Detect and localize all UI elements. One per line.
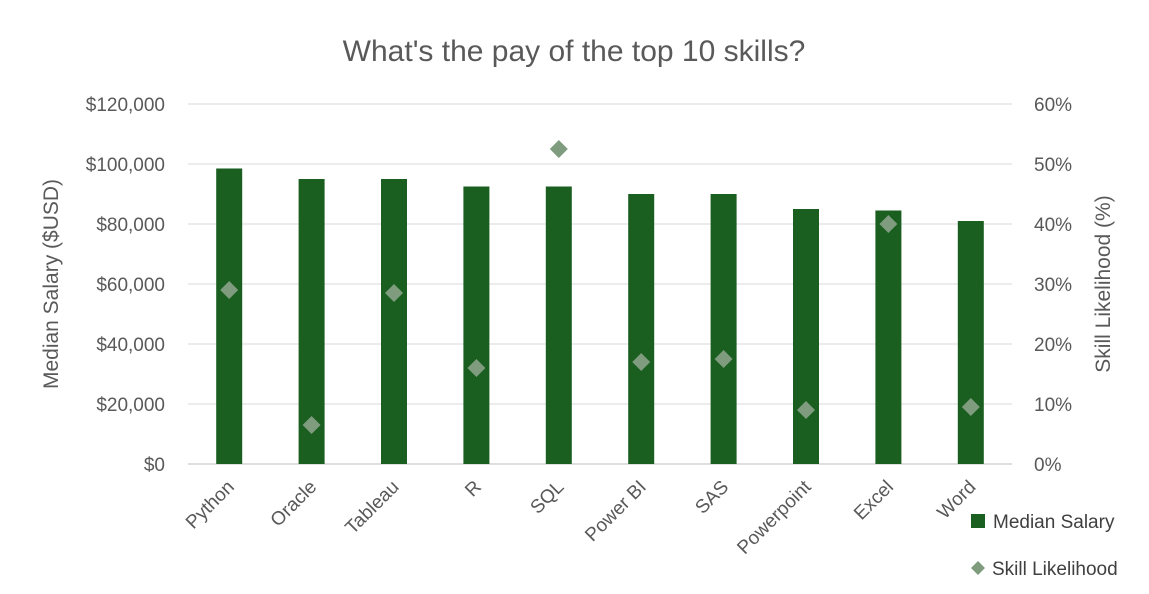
y-tick-label: $100,000 bbox=[86, 155, 165, 176]
y2-tick-label: 30% bbox=[1034, 275, 1072, 296]
y-tick-label: $0 bbox=[144, 455, 165, 476]
x-tick-label: R bbox=[461, 477, 486, 502]
point-oracle bbox=[302, 416, 321, 434]
bar-word bbox=[957, 221, 984, 464]
bar-series-median-salary bbox=[216, 168, 984, 464]
y-axis-title: Median Salary ($USD) bbox=[40, 179, 63, 389]
y-axis-tick-labels: $0 $20,000 $40,000 $60,000 $80,000 $100,000 $1… bbox=[86, 95, 165, 476]
bar-sas bbox=[710, 194, 737, 464]
point-excel bbox=[879, 215, 898, 233]
point-word bbox=[961, 398, 980, 416]
x-tick-label: Excel bbox=[850, 477, 898, 525]
y-tick-label: $20,000 bbox=[96, 395, 165, 416]
x-tick-label: Python bbox=[182, 477, 239, 534]
y2-tick-label: 0% bbox=[1034, 455, 1062, 476]
y-tick-label: $60,000 bbox=[96, 275, 165, 296]
bar-powerpoint bbox=[793, 209, 819, 464]
x-tick-label: SQL bbox=[527, 477, 569, 519]
legend-swatch-median-salary bbox=[971, 514, 985, 528]
x-tick-label: Tableau bbox=[342, 477, 404, 539]
x-tick-label: Power BI bbox=[581, 477, 650, 546]
y-tick-label: $80,000 bbox=[96, 215, 165, 236]
x-axis-tick-labels: Python Oracle Tableau R SQL Power BI SAS Powerp… bbox=[182, 476, 980, 559]
legend-label-skill-likelihood: Skill Likelihood bbox=[992, 559, 1118, 580]
y2-tick-label: 60% bbox=[1034, 95, 1072, 116]
point-sql bbox=[549, 140, 568, 158]
bar-tableau bbox=[381, 179, 407, 464]
bar-sql bbox=[545, 186, 572, 464]
point-python bbox=[220, 281, 239, 299]
bar-python bbox=[216, 168, 243, 464]
x-tick-label: Powerpoint bbox=[733, 476, 816, 559]
point-tableau bbox=[385, 284, 403, 302]
legend-swatch-skill-likelihood bbox=[971, 561, 985, 575]
bar-excel bbox=[875, 210, 902, 464]
x-tick-label: Oracle bbox=[267, 477, 321, 531]
y-tick-label: $40,000 bbox=[96, 335, 165, 356]
scatter-series-skill-likelihood bbox=[220, 140, 980, 434]
chart-title: What's the pay of the top 10 skills? bbox=[343, 35, 806, 68]
legend: Median Salary Skill Likelihood bbox=[971, 512, 1118, 580]
bar-power-bi bbox=[628, 194, 655, 464]
point-r bbox=[467, 359, 486, 377]
y-tick-label: $120,000 bbox=[86, 95, 165, 116]
x-tick-label: SAS bbox=[691, 477, 733, 519]
gridlines bbox=[188, 103, 1012, 465]
y2-tick-label: 40% bbox=[1034, 215, 1072, 236]
y2-tick-label: 20% bbox=[1034, 335, 1072, 356]
point-powerpoint bbox=[797, 401, 815, 419]
legend-label-median-salary: Median Salary bbox=[993, 512, 1115, 533]
y2-tick-label: 10% bbox=[1034, 395, 1072, 416]
y2-tick-label: 50% bbox=[1034, 155, 1072, 176]
point-sas bbox=[714, 350, 733, 368]
y2-axis-title: Skill Likelihood (%) bbox=[1092, 195, 1115, 372]
y2-axis-tick-labels: 0% 10% 20% 30% 40% 50% 60% bbox=[1034, 95, 1072, 476]
bar-r bbox=[463, 186, 490, 464]
point-power-bi bbox=[632, 353, 651, 371]
